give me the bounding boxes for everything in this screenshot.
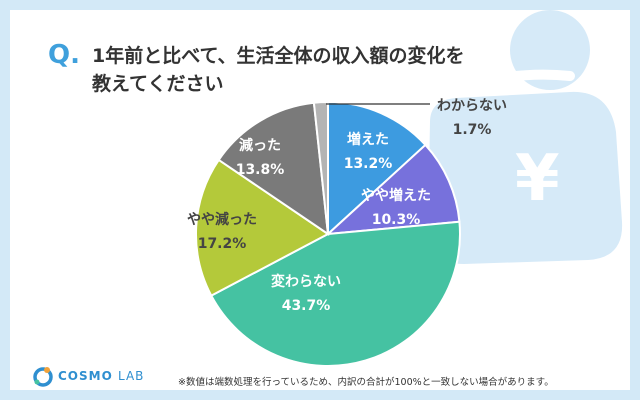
slice-label-6: わからない — [437, 98, 507, 114]
slice-value-2: 10.3% — [372, 212, 421, 228]
cosmo-lab-logo: COSMO LAB — [32, 365, 144, 387]
logo-text: COSMO LAB — [58, 369, 144, 383]
logo-mark-icon — [33, 367, 53, 387]
slice-label-5: 減った — [239, 137, 281, 154]
pie-slice-1 — [327, 100, 427, 237]
logo-main: COSMO — [58, 369, 113, 383]
slice-label-4: やや減った — [187, 211, 257, 228]
title-line-2: 教えてください — [92, 73, 224, 95]
slice-label-1: 増えた — [347, 131, 389, 148]
pie-slice-5 — [217, 101, 330, 237]
pie-slice-2 — [325, 143, 461, 236]
pie-chart: 増えた 13.2% やや増えた 10.3% 変わらない 43.7% やや減った 17.2% 減っ… — [187, 98, 507, 367]
slice-label-3: 変わらない — [271, 273, 341, 290]
slice-value-4: 17.2% — [198, 236, 247, 252]
question-mark: Q. — [48, 40, 80, 70]
slice-value-6: 1.7% — [453, 122, 492, 138]
yen-icon: ¥ — [515, 142, 560, 216]
slice-value-5: 13.8% — [236, 162, 285, 178]
slice-label-2: やや増えた — [361, 187, 431, 204]
pie-slice-3 — [209, 220, 461, 367]
slice-value-3: 43.7% — [282, 298, 331, 314]
chart-title: 1年前と比べて、生活全体の収入額の変化を 教えてください — [92, 42, 572, 98]
pie-labels: 増えた 13.2% やや増えた 10.3% 変わらない 43.7% やや減った 17.2% 減っ… — [187, 98, 507, 314]
pie-slice-6 — [312, 100, 329, 235]
title-line-1: 1年前と比べて、生活全体の収入額の変化を — [92, 45, 465, 67]
pie-slice-4 — [195, 158, 330, 297]
logo-sub: LAB — [117, 369, 145, 383]
footnote: ※数値は端数処理を行っているため、内訳の合計が100%と一致しない場合があります… — [178, 377, 554, 388]
wallet-yen-decoration: ¥ — [428, 10, 623, 264]
pie-slices — [195, 100, 461, 367]
slice-value-1: 13.2% — [344, 156, 393, 172]
wallet-body-icon — [428, 91, 623, 264]
